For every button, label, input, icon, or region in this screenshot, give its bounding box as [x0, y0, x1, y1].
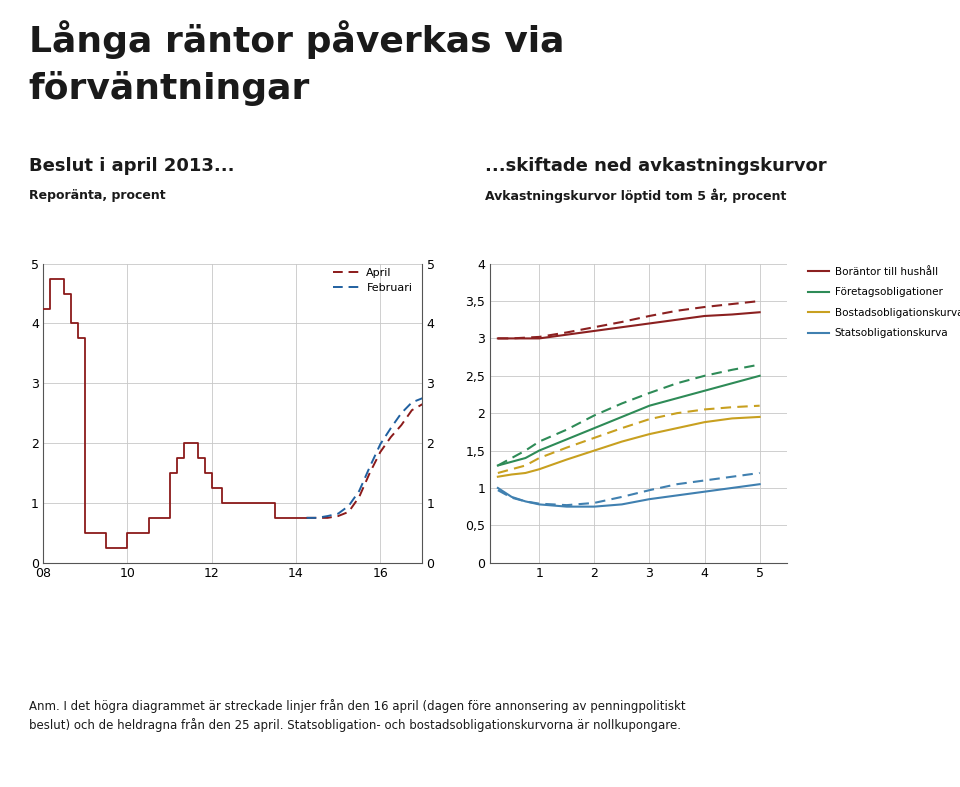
Text: ...skiftade ned avkastningskurvor: ...skiftade ned avkastningskurvor — [485, 157, 827, 176]
Text: Anm. I det högra diagrammet är streckade linjer från den 16 april (dagen före an: Anm. I det högra diagrammet är streckade… — [29, 699, 685, 732]
Text: förväntningar: förväntningar — [29, 71, 310, 105]
Text: Beslut i april 2013...: Beslut i april 2013... — [29, 157, 234, 176]
Text: Avkastningskurvor löptid tom 5 år, procent: Avkastningskurvor löptid tom 5 år, proce… — [485, 189, 786, 204]
Text: Reporänta, procent: Reporänta, procent — [29, 189, 165, 202]
Legend: Boräntor till hushåll, Företagsobligationer, Bostadsobligationskurva, Statsoblig: Boräntor till hushåll, Företagsobligatio… — [804, 263, 960, 342]
Legend: April, Februari: April, Februari — [328, 263, 417, 297]
Text: SVERIGES
RIKSBANK: SVERIGES RIKSBANK — [854, 90, 906, 109]
Text: Långa räntor påverkas via: Långa räntor påverkas via — [29, 20, 564, 58]
